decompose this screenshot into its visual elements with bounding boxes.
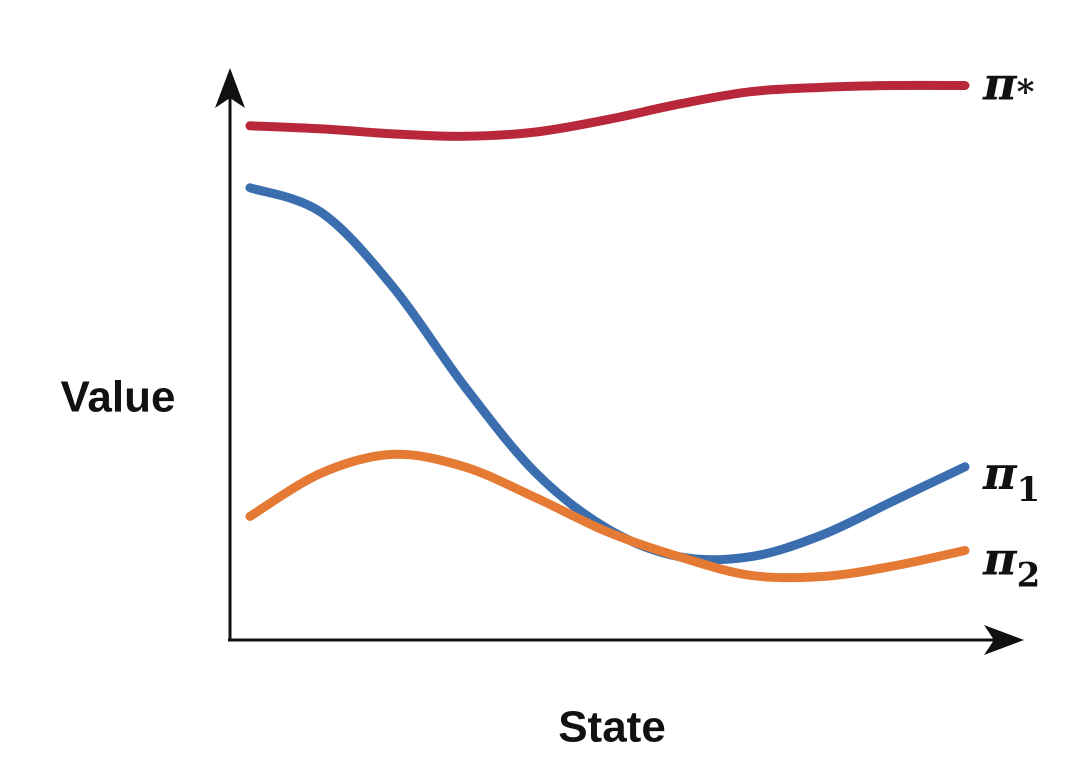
series-label-symbol: π <box>982 532 1018 586</box>
series-label-3: π2 <box>982 532 1040 596</box>
series-label-2: π1 <box>982 446 1040 510</box>
series-label-1: π* <box>982 57 1035 113</box>
series-label-subscript: 2 <box>1017 556 1041 596</box>
series-line-3 <box>245 449 970 583</box>
series-layer <box>245 80 970 583</box>
series-line-1 <box>245 80 970 141</box>
series-label-symbol: π <box>982 446 1018 500</box>
series-label-symbol: π <box>982 57 1018 111</box>
x-axis-title: State <box>558 703 666 752</box>
series-line-2 <box>245 183 970 565</box>
series-label-subscript: * <box>1017 73 1035 113</box>
y-axis-title: Value <box>61 373 176 422</box>
series-label-subscript: 1 <box>1017 470 1041 510</box>
